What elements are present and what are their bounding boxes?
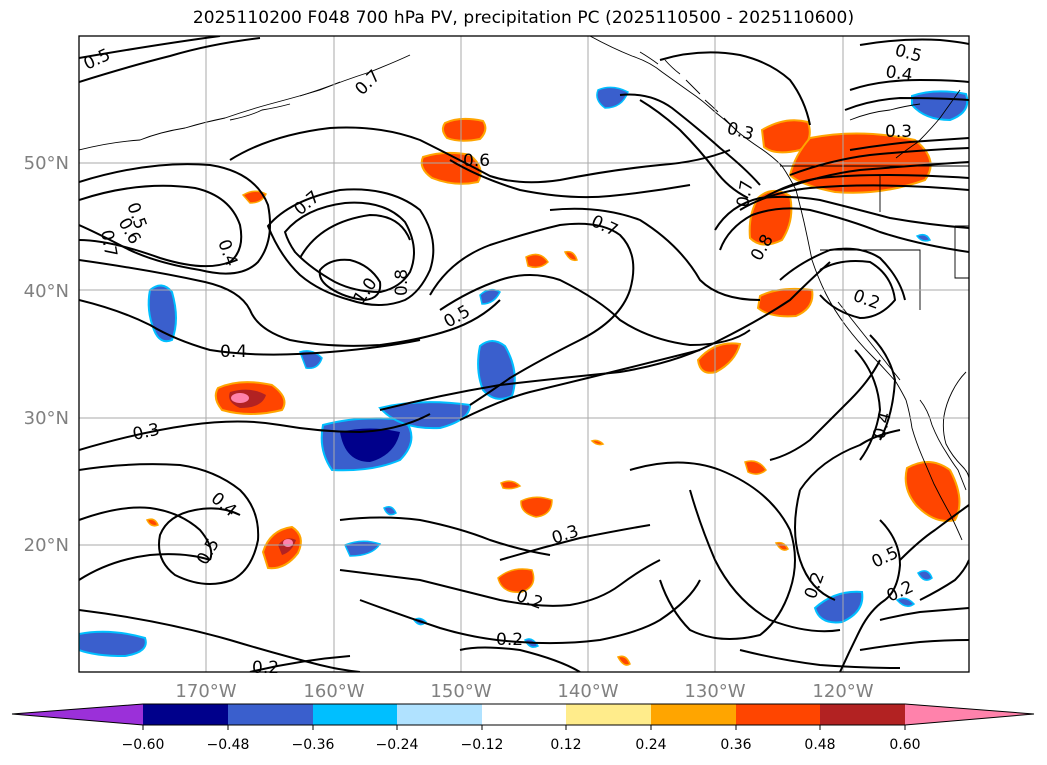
contour-label: 0.7 xyxy=(733,179,757,209)
colorbar-swatch xyxy=(566,704,651,725)
colorbar-swatch xyxy=(228,704,313,725)
contour-label: 0.8 xyxy=(392,269,412,296)
colorbar-tick: 0.12 xyxy=(550,737,581,753)
precip-positive-fields xyxy=(145,117,961,666)
colorbar-swatch xyxy=(482,704,566,725)
colorbar-tick: 0.48 xyxy=(804,737,835,753)
colorbar-swatch xyxy=(397,704,482,725)
lat-label-30n: 30°N xyxy=(24,408,69,429)
colorbar-tick: −0.36 xyxy=(292,737,335,753)
contour-label: 0.6 xyxy=(463,151,490,171)
colorbar-tick: −0.48 xyxy=(207,737,250,753)
colorbar-tick: 0.60 xyxy=(889,737,920,753)
colorbar-extend-high xyxy=(905,704,1034,725)
colorbar-extend-low xyxy=(12,704,143,725)
map-frame xyxy=(78,35,970,673)
coastlines xyxy=(79,36,969,541)
colorbar-tick: 0.36 xyxy=(720,737,751,753)
map-title: 2025110200 F048 700 hPa PV, precipitatio… xyxy=(192,8,855,28)
lat-label-40n: 40°N xyxy=(24,281,69,302)
lat-label-50n: 50°N xyxy=(24,153,69,174)
contour-label: 0.2 xyxy=(252,658,279,678)
latitude-labels: 50°N 40°N 30°N 20°N xyxy=(24,153,69,556)
lon-label-170w: 170°W xyxy=(175,681,236,702)
lon-label-160w: 160°W xyxy=(303,681,364,702)
colorbar-tick: −0.24 xyxy=(376,737,419,753)
colorbar-swatch xyxy=(143,704,228,725)
colorbar-swatch xyxy=(651,704,736,725)
colorbar-swatch xyxy=(736,704,820,725)
contour-label: 0.3 xyxy=(885,122,912,142)
colorbar-tick: −0.12 xyxy=(461,737,504,753)
colorbar-swatch xyxy=(820,704,905,725)
colorbar: −0.60 −0.48 −0.36 −0.24 −0.12 0.12 0.24 … xyxy=(11,703,1035,753)
lon-label-120w: 120°W xyxy=(812,681,873,702)
contour-label: 0.4 xyxy=(220,342,247,362)
lat-label-20n: 20°N xyxy=(24,535,69,556)
contour-label: 0.4 xyxy=(884,62,914,86)
longitude-labels: 170°W 160°W 150°W 140°W 130°W 120°W xyxy=(175,681,873,702)
colorbar-swatch xyxy=(313,704,397,725)
contour-label: 0.7 xyxy=(96,228,120,258)
graticule xyxy=(79,36,969,672)
pv-contours xyxy=(79,36,969,672)
colorbar-tick: 0.24 xyxy=(635,737,666,753)
contour-label: 0.2 xyxy=(496,630,523,650)
lon-label-150w: 150°W xyxy=(430,681,491,702)
lon-label-130w: 130°W xyxy=(684,681,745,702)
lon-label-140w: 140°W xyxy=(557,681,618,702)
colorbar-tick: −0.60 xyxy=(122,737,165,753)
